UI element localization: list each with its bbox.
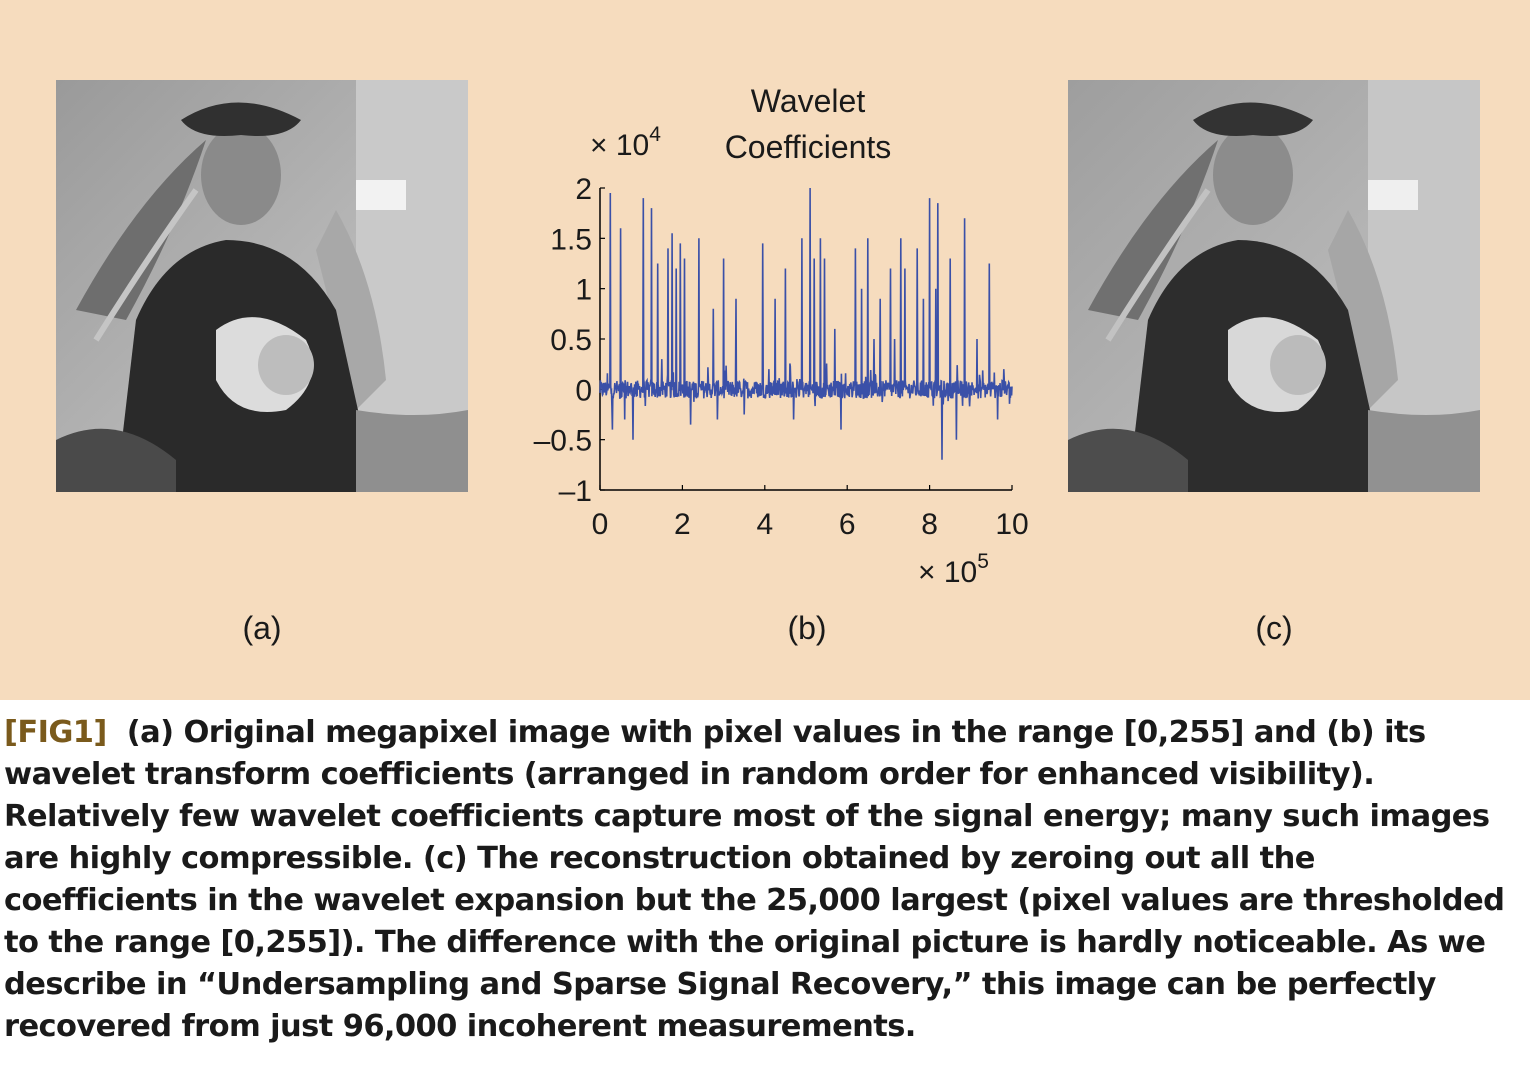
y-tick-label: –1 (559, 475, 592, 508)
x-tick-label: 10 (995, 508, 1028, 541)
original-image (56, 80, 468, 492)
y-tick-label: 1 (575, 274, 592, 307)
series-line (599, 187, 1013, 460)
y-tick-label: 0.5 (550, 324, 592, 357)
y-multiplier: × 104 (590, 123, 661, 162)
label-c: (c) (1255, 610, 1293, 646)
x-multiplier: × 105 (918, 550, 989, 589)
label-a: (a) (242, 610, 282, 646)
figure-tag: [FIG1] (4, 715, 107, 750)
x-tick-label: 6 (839, 508, 856, 541)
y-tick-label: 0 (575, 374, 592, 407)
chart-title-line1: Wavelet (751, 83, 866, 119)
y-tick-label: –0.5 (534, 425, 592, 458)
wavelet-coefficients-chart: Wavelet Coefficients × 104 × 105 2 1.5 1 0.… (500, 70, 1040, 605)
caption-text: (a) Original megapixel image with pixel … (4, 715, 1505, 1044)
reconstructed-image (1068, 80, 1480, 492)
chart-title-line2: Coefficients (725, 129, 892, 165)
y-tick-label: 1.5 (550, 223, 592, 256)
y-tick-label: 2 (575, 173, 592, 206)
svg-text:× 105: × 105 (918, 550, 989, 589)
svg-text:× 104: × 104 (590, 123, 661, 162)
label-b: (b) (787, 610, 827, 646)
x-tick-label: 2 (674, 508, 691, 541)
x-tick-label: 4 (756, 508, 773, 541)
x-tick-label: 8 (921, 508, 938, 541)
figure-caption: [FIG1] (a) Original megapixel image with… (4, 712, 1516, 1048)
x-tick-label: 0 (592, 508, 609, 541)
